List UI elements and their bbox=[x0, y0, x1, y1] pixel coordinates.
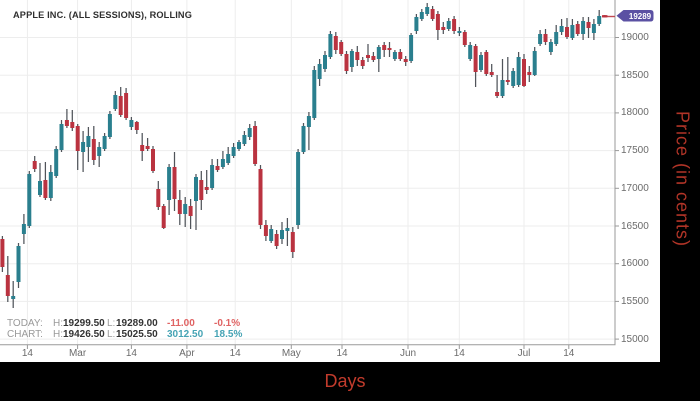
svg-text:19289: 19289 bbox=[629, 12, 652, 21]
